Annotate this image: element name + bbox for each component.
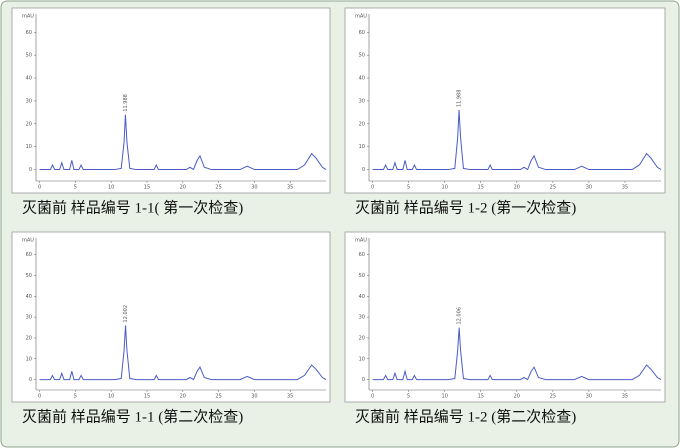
x-tick-label: 30 [586,185,592,191]
peak-label: 11.988 [123,94,129,112]
y-tick-label: 20 [26,121,32,127]
plot-frame [11,231,331,403]
x-tick-label: 15 [478,394,484,400]
y-tick-label: 60 [26,252,32,258]
x-tick-label: 35 [622,394,628,400]
y-tick-label: 20 [26,335,32,341]
y-tick-label: 40 [359,76,365,82]
y-axis-label: mAU [355,238,367,244]
x-tick-label: 25 [550,185,556,191]
y-tick-label: 10 [26,356,32,362]
peak-label: 11.988 [457,90,463,108]
x-tick-label: 25 [550,394,556,400]
y-tick-label: 30 [26,98,32,104]
y-tick-label: 10 [359,144,365,150]
x-tick-label: 35 [287,185,293,191]
y-axis-label: mAU [22,238,34,244]
x-tick-label: 20 [514,394,520,400]
x-tick-label: 10 [108,185,114,191]
plot-frame [11,7,331,194]
x-tick-label: 5 [74,185,77,191]
y-axis-label: mAU [355,14,367,20]
y-tick-label: 40 [26,294,32,300]
peak-label: 12.006 [457,307,463,325]
x-tick-label: 0 [38,394,41,400]
y-tick-label: 60 [359,30,365,36]
peak-label: 12.002 [123,305,129,323]
x-tick-label: 30 [251,394,257,400]
x-tick-label: 10 [442,394,448,400]
chart-caption: 灭菌前 样品编号 1-1 (第二次检查) [22,407,243,425]
chart-caption: 灭菌前 样品编号 1-1( 第一次检查) [22,198,243,216]
x-tick-label: 15 [144,185,150,191]
x-tick-label: 35 [287,394,293,400]
x-tick-label: 20 [180,394,186,400]
chromatogram-line [372,110,662,171]
chart-caption: 灭菌前 样品编号 1-2 (第二次检查) [355,407,576,425]
chromatogram-line [39,325,327,381]
y-tick-label: 0 [362,377,365,383]
y-tick-label: 50 [26,273,32,279]
x-tick-label: 30 [586,394,592,400]
chart-caption: 灭菌前 样品编号 1-2 (第一次检查) [355,198,576,216]
y-tick-label: 0 [362,167,365,173]
x-tick-label: 20 [180,185,186,191]
x-tick-label: 5 [407,185,410,191]
y-tick-label: 20 [359,121,365,127]
y-tick-label: 50 [26,53,32,59]
x-tick-label: 0 [38,185,41,191]
y-tick-label: 10 [26,144,32,150]
y-tick-label: 60 [359,252,365,258]
x-tick-label: 10 [108,394,114,400]
x-tick-label: 20 [514,185,520,191]
x-tick-label: 0 [371,394,374,400]
y-tick-label: 60 [26,30,32,36]
y-tick-label: 10 [359,356,365,362]
y-tick-label: 20 [359,335,365,341]
x-tick-label: 15 [144,394,150,400]
chromatogram-line [39,114,327,171]
y-tick-label: 0 [29,377,32,383]
x-tick-label: 5 [74,394,77,400]
y-tick-label: 40 [26,76,32,82]
y-axis-label: mAU [22,14,34,20]
x-tick-label: 35 [622,185,628,191]
y-tick-label: 30 [359,98,365,104]
y-tick-label: 0 [29,167,32,173]
y-tick-label: 50 [359,273,365,279]
y-tick-label: 30 [26,315,32,321]
plot-frame [344,231,666,403]
x-tick-label: 10 [442,185,448,191]
x-tick-label: 30 [251,185,257,191]
x-tick-label: 0 [371,185,374,191]
chromatogram-line [372,327,662,381]
x-tick-label: 5 [407,394,410,400]
x-tick-label: 15 [478,185,484,191]
x-tick-label: 25 [215,185,221,191]
y-tick-label: 30 [359,315,365,321]
y-tick-label: 40 [359,294,365,300]
plot-frame [344,7,666,194]
x-tick-label: 25 [215,394,221,400]
y-tick-label: 50 [359,53,365,59]
